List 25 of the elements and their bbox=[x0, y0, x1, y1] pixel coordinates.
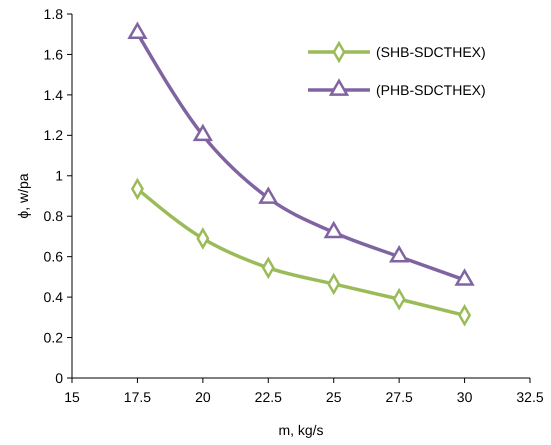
point bbox=[194, 124, 212, 142]
point bbox=[259, 188, 278, 204]
x-tick-label: 25 bbox=[326, 389, 342, 405]
x-axis-title: m, kg/s bbox=[278, 422, 324, 438]
y-tick-label: 0.4 bbox=[44, 289, 64, 306]
x-tick-label: 20 bbox=[195, 389, 211, 405]
legend-label: (PHB-SDCTHEX) bbox=[376, 82, 486, 98]
y-tick-label: 1.8 bbox=[44, 6, 64, 22]
y-tick-label: 1.4 bbox=[44, 86, 64, 103]
y-tick-label: 0 bbox=[55, 370, 64, 386]
point bbox=[128, 22, 147, 40]
y-tick-label: 0.6 bbox=[44, 248, 64, 265]
x-tick-label: 27.5 bbox=[386, 389, 413, 405]
x-tick-label: 17.5 bbox=[124, 389, 152, 405]
y-tick-label: 0.2 bbox=[44, 329, 64, 346]
x-tick-label: 30 bbox=[456, 389, 473, 405]
x-tick-label: 15 bbox=[64, 389, 80, 405]
y-tick-label: 0.8 bbox=[44, 208, 64, 224]
y-axis-title: ϕ, w/pa bbox=[15, 173, 31, 219]
x-tick-label: 22.5 bbox=[254, 389, 282, 405]
legend-label: (SHB-SDCTHEX) bbox=[376, 44, 486, 60]
y-tick-label: 1.2 bbox=[44, 127, 64, 144]
y-tick-label: 1.6 bbox=[44, 46, 64, 62]
y-tick-label: 1 bbox=[55, 168, 64, 184]
x-tick-label: 32.5 bbox=[516, 389, 544, 405]
